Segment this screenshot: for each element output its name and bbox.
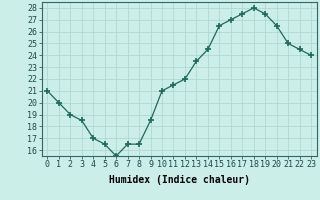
X-axis label: Humidex (Indice chaleur): Humidex (Indice chaleur) (109, 175, 250, 185)
